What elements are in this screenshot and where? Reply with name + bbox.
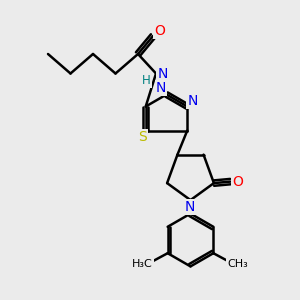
Text: O: O	[154, 24, 165, 38]
Text: N: N	[156, 81, 166, 95]
Text: S: S	[138, 130, 146, 144]
Text: N: N	[188, 94, 198, 108]
Text: N: N	[185, 200, 195, 214]
Text: N: N	[158, 67, 168, 80]
Text: CH₃: CH₃	[227, 259, 248, 269]
Text: O: O	[232, 175, 243, 189]
Text: H: H	[142, 74, 151, 87]
Text: H₃C: H₃C	[132, 259, 153, 269]
